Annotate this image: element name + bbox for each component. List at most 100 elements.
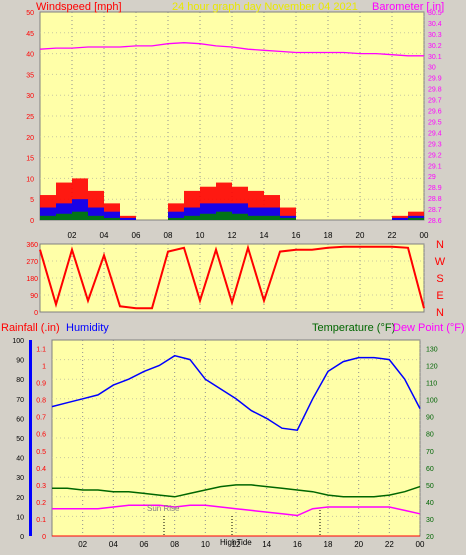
barometer-tick-label: 28.8 [428, 196, 442, 203]
wind-bar-lull [56, 213, 72, 220]
rainfall-tick-label: 0.3 [36, 483, 46, 490]
lower-x-tick-label: 04 [109, 540, 118, 549]
rainfall-tick-label: 0.9 [36, 381, 46, 388]
windspeed-tick-label: 15 [26, 156, 34, 163]
lower-x-tick-label: 02 [78, 540, 87, 549]
rainfall-y-axis: 0 0.1 0.2 0.3 0.4 0.5 0.6 0.7 0.8 0.9 1 1.1 [36, 347, 46, 541]
wind-bar-average [392, 217, 408, 220]
lower-x-tick-label: 22 [385, 540, 394, 549]
barometer-tick-label: 29.6 [428, 109, 442, 116]
barometer-tick-label: 28.9 [428, 185, 442, 192]
wind-x-tick-label: 16 [292, 231, 301, 240]
sunrise-label: Sun Rise [147, 504, 180, 513]
barometer-tick-label: 28.7 [428, 207, 442, 214]
rainfall-tick-label: 0.1 [36, 517, 46, 524]
temperature-tick-label: 90 [426, 415, 434, 422]
temperature-tick-label: 130 [426, 347, 438, 354]
wind-bar-average [120, 217, 136, 220]
temperature-line [52, 484, 421, 498]
wind-x-tick-label: 14 [260, 231, 269, 240]
rainfall-tick-label: 0.7 [36, 415, 46, 422]
lower-x-tick-label: 10 [201, 540, 210, 549]
barometer-line [39, 42, 424, 57]
barometer-tick-label: 30 [428, 65, 436, 72]
barometer-y-axis: 28.6 28.7 28.8 28.9 29 29.1 29.2 29.3 29.4 29.5 29… [428, 10, 442, 225]
wind-bar-average [168, 211, 184, 220]
wind-x-tick-label: 02 [68, 231, 77, 240]
temperature-tick-label: 120 [426, 364, 438, 371]
compass-label-w: W [435, 256, 446, 268]
wind-bar-lull [248, 215, 264, 220]
wind-bar-lull [280, 217, 296, 220]
humidity-tick-label: 0 [20, 534, 24, 541]
barometer-tick-label: 29.5 [428, 119, 442, 126]
lower-series [51, 354, 421, 537]
direction-tick-label: 270 [26, 259, 38, 266]
direction-series [39, 244, 425, 310]
barometer-title: Barometer [.in] [372, 1, 444, 13]
barometer-tick-label: 28.6 [428, 218, 442, 225]
wind-x-tick-label: 06 [132, 231, 141, 240]
barometer-tick-label: 29.7 [428, 98, 442, 105]
windspeed-tick-label: 30 [26, 93, 34, 100]
barometer-tick-label: 30.2 [428, 43, 442, 50]
wind-bar-lull [72, 211, 88, 220]
barometer-tick-label: 29.8 [428, 87, 442, 94]
windspeed-tick-label: 35 [26, 72, 34, 79]
humidity-tick-label: 20 [16, 495, 24, 502]
barometer-tick-label: 29.2 [428, 152, 442, 159]
wind-x-tick-label: 08 [164, 231, 173, 240]
wind-y-axis: 0 5 10 15 20 25 30 35 40 45 50 [26, 10, 34, 225]
direction-tick-label: 0 [34, 310, 38, 317]
barometer-tick-label: 30.4 [428, 21, 442, 28]
barometer-tick-label: 29.9 [428, 76, 442, 83]
barometer-tick-label: 30.5 [428, 10, 442, 17]
rainfall-tick-label: 0.2 [36, 500, 46, 507]
wind-x-tick-label: 10 [196, 231, 205, 240]
rainfall-tick-label: 0 [42, 534, 46, 541]
wind-bar-lull [40, 215, 56, 220]
rainfall-tick-label: 1.1 [36, 347, 46, 354]
lower-x-tick-label: 06 [140, 540, 149, 549]
windspeed-tick-label: 50 [26, 10, 34, 17]
lower-x-tick-label: 14 [262, 540, 271, 549]
humidity-line [51, 354, 421, 432]
dewpoint-line [52, 504, 421, 517]
wind-x-tick-label: 00 [420, 231, 429, 240]
dewpoint-label: Dew Point (°F) [393, 322, 465, 334]
compass-label-s: S [436, 273, 443, 285]
wind-x-axis: 02 04 06 08 10 12 14 16 18 20 22 00 [68, 231, 429, 240]
direction-line [39, 244, 425, 310]
rainfall-tick-label: 1 [42, 364, 46, 371]
humidity-tick-label: 10 [16, 514, 24, 521]
lower-x-axis: 02 04 06 08 10 12 14 16 18 20 22 00 [78, 540, 425, 549]
rainfall-tick-label: 0.4 [36, 466, 46, 473]
wind-x-tick-label: 12 [228, 231, 237, 240]
wind-bar-lull [88, 215, 104, 220]
barometer-tick-label: 29 [428, 174, 436, 181]
windspeed-tick-label: 40 [26, 52, 34, 59]
temperature-tick-label: 80 [426, 432, 434, 439]
compass-label-n: N [436, 307, 444, 319]
lower-x-tick-label: 08 [170, 540, 179, 549]
direction-tick-label: 90 [30, 293, 38, 300]
lower-x-tick-label: 00 [416, 540, 425, 549]
humidity-tick-label: 100 [12, 338, 24, 345]
humidity-axis-bar [29, 340, 32, 536]
direction-tick-label: 180 [26, 276, 38, 283]
barometer-tick-label: 29.4 [428, 130, 442, 137]
barometer-tick-label: 29.3 [428, 141, 442, 148]
wind-x-tick-label: 22 [388, 231, 397, 240]
wind-bar-lull [408, 217, 424, 220]
temperature-tick-label: 40 [426, 500, 434, 507]
rainfall-tick-label: 0.5 [36, 449, 46, 456]
direction-y-axis: 360 270 180 90 0 [26, 242, 38, 317]
rainfall-tick-label: 0.6 [36, 432, 46, 439]
wind-bar-lull [232, 213, 248, 220]
lower-x-tick-label: 16 [293, 540, 302, 549]
windspeed-tick-label: 10 [26, 176, 34, 183]
wind-bar-lull [200, 213, 216, 220]
temperature-tick-label: 110 [426, 381, 437, 388]
wind-bar-lull [104, 217, 120, 220]
